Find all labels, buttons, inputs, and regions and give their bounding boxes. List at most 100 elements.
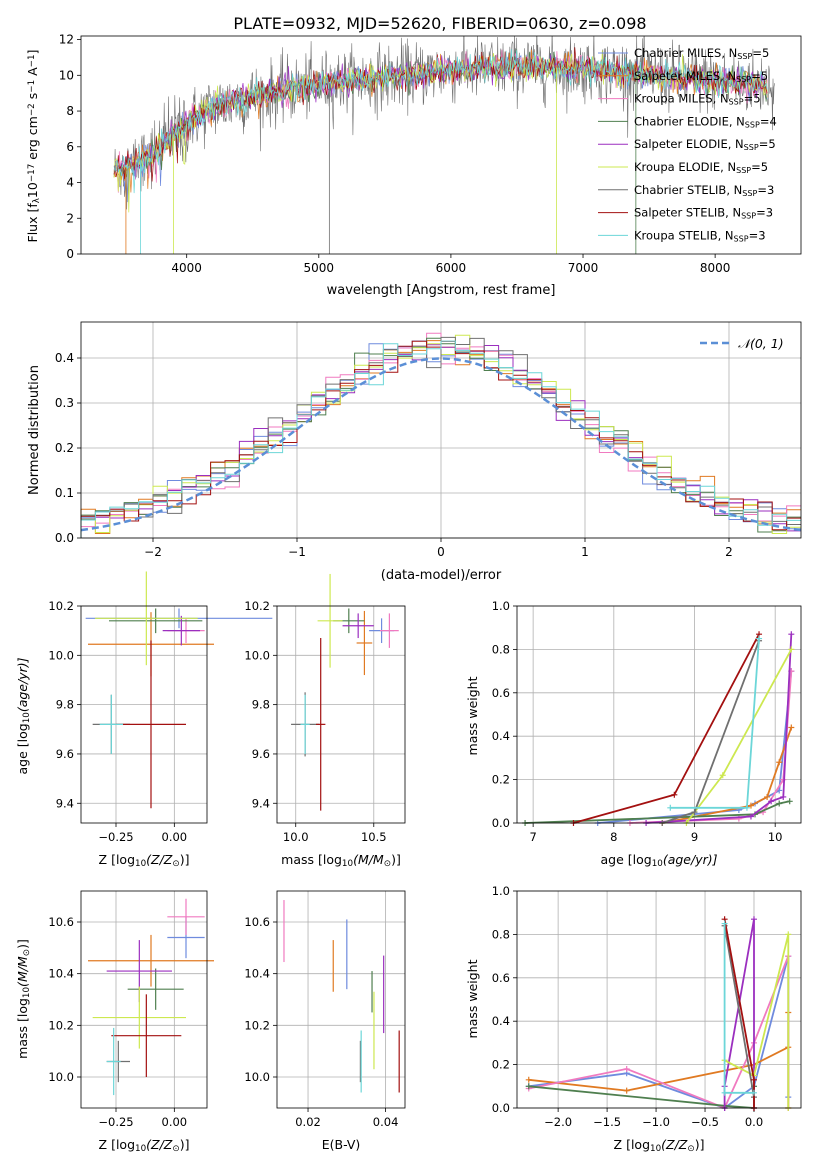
legend-entry-part: =5 <box>751 160 768 174</box>
weight-vs-Z-y-label: mass weight <box>465 959 480 1038</box>
mass-vs-Z-y-label-part: )] <box>15 939 30 949</box>
weight-marker <box>667 804 674 811</box>
y-tick-label: 0.8 <box>492 642 510 656</box>
y-tick-label: 10.0 <box>244 1070 270 1084</box>
weight-marker <box>719 772 726 779</box>
x-tick-label: 1 <box>581 545 589 559</box>
weight-marker <box>623 1065 630 1072</box>
weight-marker <box>776 759 783 766</box>
legend-entry: Salpeter MILES, NSSP=5 <box>634 69 768 84</box>
residual-x-label-part: (data-model)/error <box>381 568 502 583</box>
weight-marker <box>768 798 775 805</box>
weight-vs-age-y-label: mass weight <box>465 676 480 755</box>
x-tick-label: 0.00 <box>162 830 188 844</box>
x-tick-label: −0.25 <box>98 830 133 844</box>
weight-vs-age-x-label-part: age [log <box>600 852 651 867</box>
y-tick-label: 10 <box>59 68 74 82</box>
age-vs-Z-x-label-part: 10 <box>135 859 146 869</box>
x-tick-label: −1.0 <box>642 1115 670 1129</box>
mass-vs-Z-x-label-part: )] <box>180 1137 190 1152</box>
weight-marker <box>750 916 757 923</box>
y-tick-label: 10.6 <box>48 915 74 929</box>
y-tick-label: 0.4 <box>55 351 74 365</box>
weight-marker <box>788 724 795 731</box>
weight-series-3 <box>525 800 790 824</box>
x-tick-label: 7 <box>529 830 536 844</box>
x-tick-label: 10.5 <box>361 830 387 844</box>
weight-marker <box>747 813 754 820</box>
age-vs-Z-x-label-part: )] <box>180 852 190 867</box>
legend-entry-part: =4 <box>760 114 777 128</box>
y-tick-label: 0.4 <box>492 729 510 743</box>
y-tick-label: 6 <box>66 140 74 154</box>
x-tick-label: 5000 <box>304 261 335 275</box>
legend-entry-part: =3 <box>749 228 766 242</box>
spectrum-axes: 4000 5000 6000 7000 8000 0 2 4 6 8 10 12 <box>59 33 731 275</box>
mass-vs-Z-y-label: mass [log10(M/M⊙)] <box>15 939 32 1059</box>
weight-marker <box>750 1089 757 1096</box>
y-tick-label: 9.6 <box>252 747 270 761</box>
legend-entry-part: =5 <box>752 46 769 60</box>
y-tick-label: 9.8 <box>56 698 74 712</box>
legend-entry-part: =3 <box>756 206 773 220</box>
spectrum-x-label-part: wavelength [Angstrom, rest frame] <box>327 283 556 298</box>
y-tick-label: 9.6 <box>56 747 74 761</box>
age-vs-mass-x-label-part: mass [log <box>281 852 342 867</box>
weight-vs-age-y-label-part: mass weight <box>465 676 480 755</box>
residual-y-label: Normed distribution <box>27 365 42 495</box>
legend-entry-part: =5 <box>744 92 761 106</box>
legend-entry-part: =3 <box>757 183 774 197</box>
x-tick-label: −0.5 <box>691 1115 719 1129</box>
y-tick-label: 10.4 <box>48 967 74 981</box>
weight-marker <box>780 793 787 800</box>
legend-entry: Kroupa ELODIE, NSSP=5 <box>634 160 768 175</box>
y-tick-label: 10.6 <box>244 915 270 929</box>
legend-entry: Chabrier STELIB, NSSP=3 <box>634 183 774 198</box>
age-vs-mass-x-label: mass [log10(M/M⊙)] <box>281 852 401 869</box>
legend-entry-part: Kroupa MILES, N <box>634 92 729 106</box>
y-tick-label: 9.4 <box>56 796 74 810</box>
spectrum-y-label: Flux [fλ10−17 erg cm−2 s−1 A−1] <box>25 50 42 243</box>
weight-marker <box>747 802 754 809</box>
weight-vs-age-x-label-part: 10 <box>652 859 663 869</box>
legend-entry-part: SSP <box>741 212 756 221</box>
x-tick-label: 0.04 <box>373 1115 399 1129</box>
y-tick-label: 8 <box>66 104 74 118</box>
legend-entry-part: SSP <box>729 98 744 107</box>
mass-vs-ebv-axes: 0.02 0.04 10.0 10.2 10.4 10.6 <box>244 891 405 1129</box>
spectrum-y-label-part: s <box>25 93 40 104</box>
normal-curve <box>80 357 802 532</box>
y-tick-label: 10.0 <box>48 648 74 662</box>
weight-vs-Z-lines <box>525 916 792 1111</box>
legend-entry-part: SSP <box>744 143 759 152</box>
spectrum-y-label-part: 10 <box>25 182 40 198</box>
spectrum-lines <box>113 36 775 254</box>
age-vs-Z-x-label-part: ⊙ <box>172 859 179 869</box>
x-tick-label: 10 <box>768 830 783 844</box>
weight-vs-Z-x-label-part: ⊙ <box>687 1144 694 1154</box>
age-vs-mass-errorbars <box>291 573 399 811</box>
weight-marker <box>756 635 763 642</box>
legend-entry-part: SSP <box>737 52 752 61</box>
weight-vs-Z-x-label-part: )] <box>695 1137 705 1152</box>
age-vs-Z-x-label: Z [log10(Z/Z⊙)] <box>99 852 190 869</box>
weight-series-0 <box>528 955 790 1110</box>
weight-marker <box>525 1076 532 1083</box>
x-tick-label: 9 <box>691 830 698 844</box>
age-vs-mass-axes: 10.0 10.5 9.4 9.6 9.8 10.0 10.2 <box>244 599 405 844</box>
x-tick-label: 6000 <box>436 261 467 275</box>
legend-entry-part: Salpeter STELIB, N <box>634 206 741 220</box>
weight-marker <box>785 931 792 938</box>
x-tick-label: 8000 <box>700 261 731 275</box>
weight-vs-age-lines <box>522 631 795 826</box>
mass-vs-ebv-x-label-part: E(B-V) <box>322 1137 361 1152</box>
spectrum-frame <box>80 35 802 255</box>
y-tick-label: 0.0 <box>492 816 510 830</box>
x-tick-label: 8 <box>610 830 617 844</box>
mass-vs-Z-errorbars <box>88 898 214 1096</box>
legend-entry: Salpeter STELIB, NSSP=3 <box>634 206 773 221</box>
weight-marker <box>691 809 698 816</box>
legend-entry-part: =5 <box>751 69 768 83</box>
y-tick-label: 0.6 <box>492 686 510 700</box>
spectrum-y-label-part: ] <box>25 50 40 55</box>
